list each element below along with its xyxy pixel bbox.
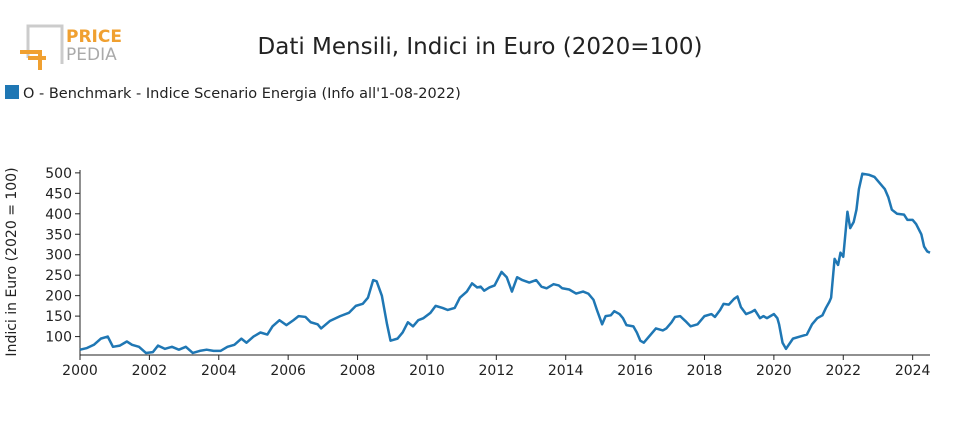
x-tick-label: 2006: [270, 363, 306, 379]
logo-text: PRICE: [66, 27, 122, 47]
y-tick-label: 150: [45, 309, 72, 325]
y-tick-label: 200: [45, 289, 72, 305]
x-tick-label: 2018: [687, 363, 723, 379]
y-axis-label: Indici in Euro (2020 = 100): [4, 167, 20, 356]
x-tick-label: 2010: [409, 363, 445, 379]
y-tick-label: 250: [45, 268, 72, 284]
chart-title: Dati Mensili, Indici in Euro (2020=100): [258, 34, 703, 60]
y-tick-label: 100: [45, 330, 72, 346]
x-tick-label: 2024: [895, 363, 931, 379]
legend-label: O - Benchmark - Indice Scenario Energia …: [23, 86, 461, 102]
data-line: [79, 172, 931, 355]
logo-frame: [26, 24, 64, 64]
y-tick-label: 500: [45, 166, 72, 182]
logo: PRICE PEDIA: [20, 24, 122, 70]
x-tick-label: 2000: [62, 363, 98, 379]
y-tick-label: 400: [45, 207, 72, 223]
legend-swatch: [5, 85, 19, 99]
x-tick-label: 2004: [201, 363, 237, 379]
x-tick-label: 2020: [756, 363, 792, 379]
y-tick-label: 450: [45, 186, 72, 202]
y-tick-label: 300: [45, 248, 72, 264]
logo-mark: [20, 50, 46, 70]
x-tick-label: 2012: [479, 363, 515, 379]
y-tick-label: 350: [45, 227, 72, 243]
x-tick-label: 2016: [617, 363, 653, 379]
x-tick-label: 2022: [825, 363, 861, 379]
x-tick-label: 2002: [132, 363, 168, 379]
x-tick-label: 2008: [340, 363, 376, 379]
logo-text: PEDIA: [66, 45, 117, 65]
x-tick-label: 2014: [548, 363, 584, 379]
